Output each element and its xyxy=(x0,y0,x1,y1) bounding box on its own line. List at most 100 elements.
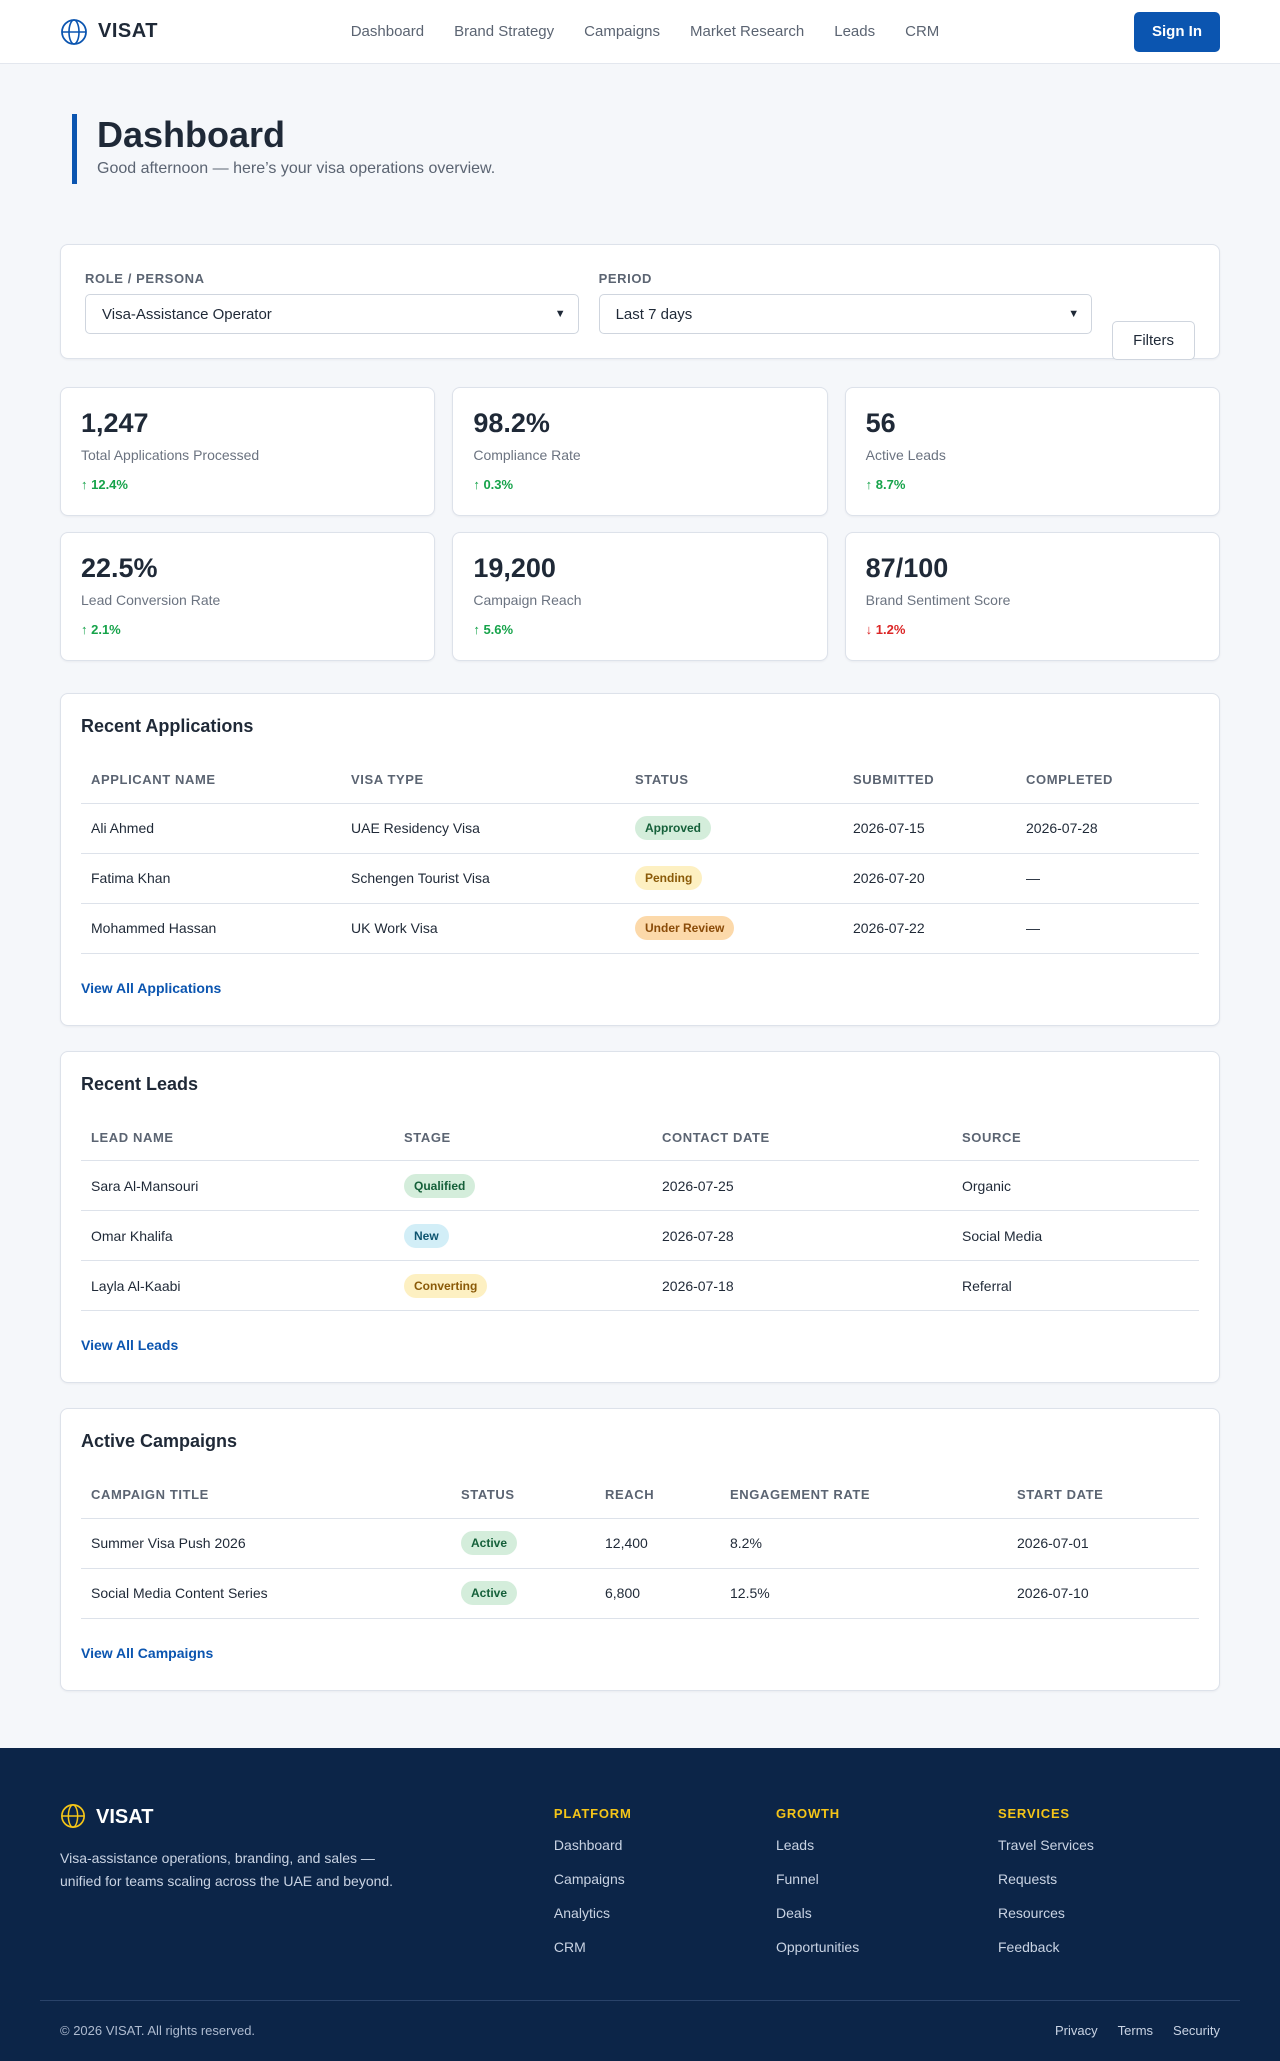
column-header: REACH xyxy=(595,1472,720,1519)
view-all-campaigns-link[interactable]: View All Campaigns xyxy=(81,1644,214,1661)
nav-crm[interactable]: CRM xyxy=(905,23,940,40)
table-row[interactable]: Sara Al-Mansouri Qualified 2026-07-25 Or… xyxy=(81,1160,1199,1211)
filters-button[interactable]: Filters xyxy=(1112,321,1195,360)
footer-link[interactable]: Opportunities xyxy=(775,1938,860,1955)
footer-link[interactable]: CRM xyxy=(553,1938,586,1955)
submitted-date: 2026-07-15 xyxy=(843,803,1016,854)
sign-in-button[interactable]: Sign In xyxy=(1134,11,1220,52)
applications-table: APPLICANT NAME VISA TYPE STATUS SUBMITTE… xyxy=(81,757,1199,954)
lead-name: Layla Al-Kaabi xyxy=(81,1260,394,1311)
period-select[interactable]: Last 7 days ▼ xyxy=(598,294,1093,334)
period-select-value: Last 7 days xyxy=(615,305,693,323)
completed-date: 2026-07-28 xyxy=(1016,803,1199,854)
lead-name: Sara Al-Mansouri xyxy=(81,1160,394,1211)
completed-date: — xyxy=(1016,903,1199,954)
column-header: COMPLETED xyxy=(1016,757,1199,804)
privacy-link[interactable]: Privacy xyxy=(1055,2023,1098,2038)
role-field: ROLE / PERSONA Visa-Assistance Operator … xyxy=(85,271,579,334)
chevron-down-icon: ▼ xyxy=(1068,308,1080,320)
table-row[interactable]: Omar Khalifa New 2026-07-28 Social Media xyxy=(81,1210,1199,1261)
brand[interactable]: VISAT xyxy=(60,18,158,46)
footer-column-growth: GROWTH Leads Funnel Deals Opportunities xyxy=(776,1803,998,1971)
footer-link[interactable]: Funnel xyxy=(775,1870,819,1887)
stat-delta: ↓ 1.2% xyxy=(865,622,906,637)
applicant-name: Fatima Khan xyxy=(81,853,341,904)
campaigns-table: CAMPAIGN TITLE STATUS REACH ENGAGEMENT R… xyxy=(81,1472,1199,1619)
column-header: ENGAGEMENT RATE xyxy=(720,1472,1007,1519)
table-row[interactable]: Layla Al-Kaabi Converting 2026-07-18 Ref… xyxy=(81,1260,1199,1311)
page-subtitle: Good afternoon — here’s your visa operat… xyxy=(97,160,496,177)
column-header: STAGE xyxy=(394,1114,652,1161)
column-header: CONTACT DATE xyxy=(652,1114,952,1161)
footer-link[interactable]: Leads xyxy=(775,1836,815,1853)
start-date: 2026-07-10 xyxy=(1007,1568,1199,1619)
footer-link[interactable]: Feedback xyxy=(997,1938,1060,1955)
lead-name: Omar Khalifa xyxy=(81,1210,394,1261)
contact-date: 2026-07-18 xyxy=(652,1260,952,1311)
security-link[interactable]: Security xyxy=(1173,2023,1220,2038)
view-all-applications-link[interactable]: View All Applications xyxy=(81,979,222,996)
footer-column-title: SERVICES xyxy=(997,1805,1070,1821)
table-header-row: APPLICANT NAME VISA TYPE STATUS SUBMITTE… xyxy=(81,757,1199,804)
table-row[interactable]: Social Media Content Series Active 6,800… xyxy=(81,1568,1199,1619)
footer-description: Visa-assistance operations, branding, an… xyxy=(60,1849,394,1889)
table-row[interactable]: Mohammed Hassan UK Work Visa Under Revie… xyxy=(81,903,1199,954)
stats-grid: 1,247 Total Applications Processed ↑ 12.… xyxy=(60,387,1220,661)
nav-leads[interactable]: Leads xyxy=(834,23,876,40)
submitted-date: 2026-07-22 xyxy=(843,903,1016,954)
column-header: VISA TYPE xyxy=(341,757,625,804)
nav-market-research[interactable]: Market Research xyxy=(690,23,805,40)
footer-link[interactable]: Deals xyxy=(775,1904,812,1921)
campaign-reach: 6,800 xyxy=(595,1568,720,1619)
campaign-reach: 12,400 xyxy=(595,1518,720,1569)
footer-link[interactable]: Resources xyxy=(997,1904,1065,1921)
section-title: Active Campaigns xyxy=(81,1431,238,1451)
nav-campaigns[interactable]: Campaigns xyxy=(584,23,661,40)
globe-icon xyxy=(60,1803,86,1833)
section-title: Recent Leads xyxy=(81,1073,199,1094)
view-all-leads-link[interactable]: View All Leads xyxy=(81,1337,179,1353)
column-header: STATUS xyxy=(625,757,843,804)
column-header: SUBMITTED xyxy=(843,757,1016,804)
column-header: STATUS xyxy=(451,1472,595,1519)
stat-delta: ↑ 2.1% xyxy=(81,622,121,637)
footer-column-title: PLATFORM xyxy=(553,1805,632,1821)
status-cell: Active xyxy=(451,1568,595,1619)
lead-source: Organic xyxy=(952,1160,1199,1211)
contact-date: 2026-07-28 xyxy=(652,1210,952,1261)
lead-source: Social Media xyxy=(952,1210,1199,1261)
brand-name: VISAT xyxy=(98,20,158,42)
site-footer: VISAT Visa-assistance operations, brandi… xyxy=(0,1747,1280,2061)
engagement-rate: 8.2% xyxy=(720,1518,1007,1569)
status-badge: Pending xyxy=(635,866,703,890)
stage-badge: New xyxy=(404,1223,449,1248)
stat-delta: ↑ 0.3% xyxy=(473,477,514,492)
footer-column-services: SERVICES Travel Services Requests Resour… xyxy=(998,1803,1220,1971)
column-header: APPLICANT NAME xyxy=(81,757,341,804)
stat-card-active-leads: 56 Active Leads ↑ 8.7% xyxy=(844,387,1220,516)
section-title: Recent Applications xyxy=(81,716,254,736)
footer-link[interactable]: Dashboard xyxy=(553,1836,623,1853)
table-row[interactable]: Summer Visa Push 2026 Active 12,400 8.2%… xyxy=(81,1518,1199,1569)
engagement-rate: 12.5% xyxy=(720,1568,1007,1619)
table-row[interactable]: Ali Ahmed UAE Residency Visa Approved 20… xyxy=(81,803,1199,854)
footer-link[interactable]: Campaigns xyxy=(553,1870,625,1887)
globe-icon xyxy=(60,18,88,46)
footer-link[interactable]: Requests xyxy=(997,1870,1058,1887)
footer-column-title: GROWTH xyxy=(775,1805,840,1821)
stat-value: 87/100 xyxy=(865,553,949,583)
stat-card-applications: 1,247 Total Applications Processed ↑ 12.… xyxy=(60,387,436,516)
status-badge: Approved xyxy=(635,816,712,840)
table-row[interactable]: Fatima Khan Schengen Tourist Visa Pendin… xyxy=(81,853,1199,904)
stat-delta: ↑ 8.7% xyxy=(865,477,906,492)
role-select[interactable]: Visa-Assistance Operator ▼ xyxy=(85,294,579,334)
stage-cell: Converting xyxy=(394,1260,652,1311)
footer-link[interactable]: Travel Services xyxy=(997,1836,1094,1853)
nav-dashboard[interactable]: Dashboard xyxy=(350,23,425,40)
terms-link[interactable]: Terms xyxy=(1117,2023,1154,2038)
footer-link[interactable]: Analytics xyxy=(553,1904,610,1921)
nav-brand-strategy[interactable]: Brand Strategy xyxy=(454,23,555,40)
footer-brand-name: VISAT xyxy=(96,1806,154,1828)
status-badge: Active xyxy=(461,1531,518,1555)
active-campaigns-card: Active Campaigns CAMPAIGN TITLE STATUS R… xyxy=(60,1408,1220,1691)
